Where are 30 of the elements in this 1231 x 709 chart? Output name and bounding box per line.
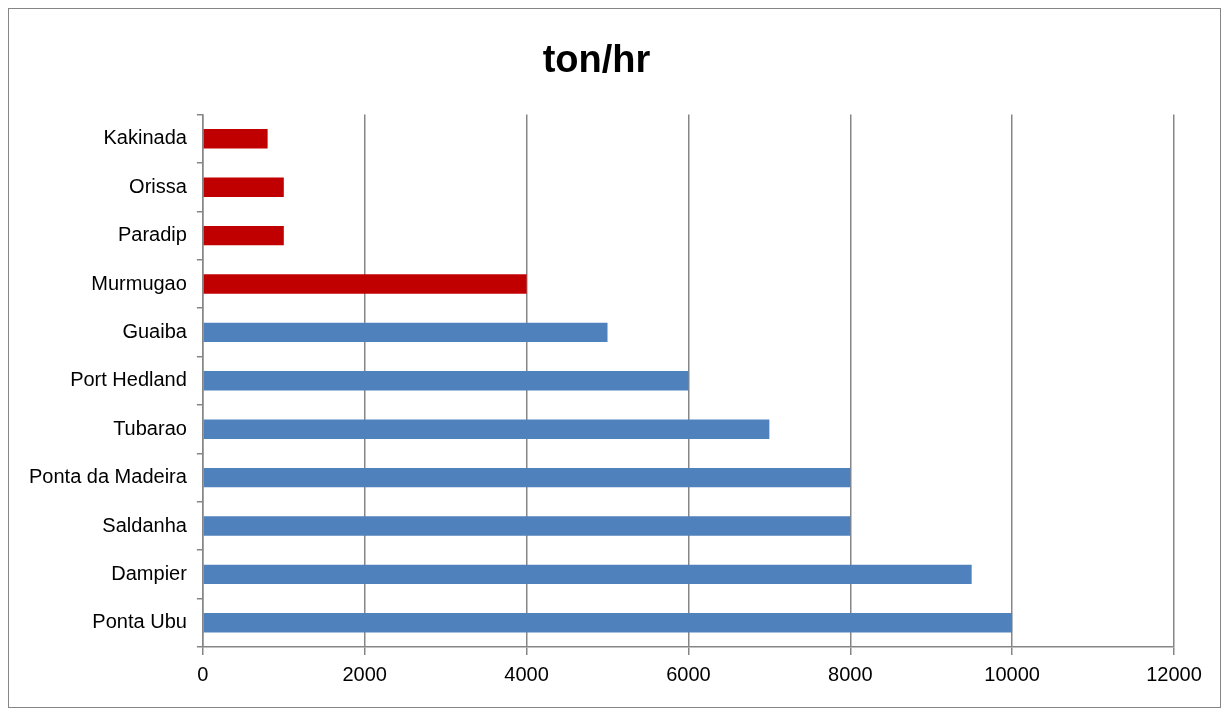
bar (203, 274, 527, 294)
y-tick-label: Dampier (111, 561, 188, 584)
y-tick-label: Ponta Ubu (92, 610, 187, 633)
x-tick-label: 12000 (1146, 662, 1202, 685)
bar (203, 516, 851, 536)
x-tick-label: 0 (197, 662, 209, 685)
y-tick-label: Paradip (117, 223, 187, 246)
bar (203, 613, 1013, 633)
y-tick-label: Guaiba (122, 319, 188, 342)
bar (203, 129, 268, 149)
bar (203, 564, 972, 585)
x-tick-label: 2000 (342, 662, 387, 685)
bar (203, 322, 608, 343)
y-tick-label: Orissa (129, 174, 188, 197)
bar (203, 177, 284, 197)
x-tick-label: 4000 (504, 662, 549, 685)
bar (203, 419, 770, 439)
y-tick-label: Port Hedland (70, 368, 187, 391)
x-tick-label: 6000 (666, 662, 711, 685)
y-tick-label: Murmugao (91, 271, 187, 294)
y-tick-label: Tubarao (113, 416, 187, 439)
y-tick-label: Kakinada (103, 126, 188, 149)
x-tick-label: 10000 (984, 662, 1040, 685)
bar (203, 467, 851, 488)
y-tick-label: Ponta da Madeira (28, 465, 188, 488)
y-tick-label: Saldanha (102, 513, 188, 536)
x-tick-label: 8000 (828, 662, 873, 685)
bar (203, 225, 284, 246)
chart-title: ton/hr (542, 38, 651, 81)
bar (203, 371, 689, 391)
